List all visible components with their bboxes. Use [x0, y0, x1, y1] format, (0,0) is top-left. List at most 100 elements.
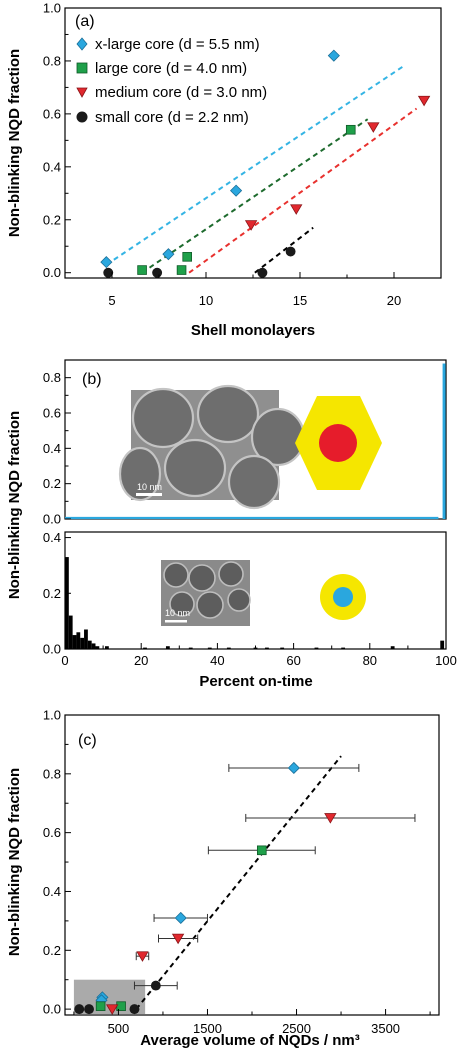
a-ytick-label: 1.0: [43, 1, 61, 16]
data-point: [244, 220, 258, 231]
data-point: [290, 204, 303, 215]
data-point: [74, 1004, 85, 1015]
b-top-ytick-label: 0.4: [43, 441, 61, 456]
histogram-bar: [165, 646, 170, 649]
b-xtick-label: 100: [435, 653, 457, 668]
panel-a-axes: 0.0 0.2 0.4 0.6 0.8 1.0 5 10 15 20: [43, 1, 442, 308]
data-point: [162, 248, 175, 261]
nqd-schematic-thin-shell: [320, 574, 366, 620]
panel-c-label: (c): [78, 732, 97, 749]
c-ytick-label: 0.0: [43, 1002, 61, 1017]
histogram-bar: [91, 643, 96, 649]
panel-a: 0.0 0.2 0.4 0.6 0.8 1.0 5 10 15 20 (a) x-large co…: [6, 1, 442, 339]
c-xtick-label: 2500: [282, 1021, 311, 1036]
legend-large-core: large core (d = 4.0 nm): [95, 60, 247, 77]
panel-a-legend: x-large core (d = 5.5 nm) large core (d …: [76, 36, 267, 126]
a-ytick-label: 0.8: [43, 53, 61, 68]
histogram-bar: [76, 632, 81, 649]
panel-a-ylabel: Non-blinking NQD fraction: [6, 49, 23, 237]
histogram-bar: [72, 635, 77, 649]
histogram-bar: [95, 646, 100, 649]
c-ytick-label: 0.4: [43, 884, 61, 899]
legend-square-marker: [76, 62, 88, 74]
b-bottom-ytick-label: 0.0: [43, 642, 61, 657]
data-point: [100, 256, 113, 269]
panel-b: 0.0 0.2 0.4 0.6 0.8 0.0 0.2 0.4 0 20 40 60 80 100 (b)…: [6, 359, 457, 690]
histogram-bar: [188, 647, 193, 649]
panel-c-ylabel: Non-blinking NQD fraction: [6, 768, 23, 956]
data-point: [257, 267, 268, 278]
data-point: [103, 267, 114, 278]
data-point: [256, 845, 267, 856]
legend-medium-core: medium core (d = 3.0 nm): [95, 84, 267, 101]
data-point: [324, 813, 337, 824]
histogram-bar: [68, 615, 73, 649]
histogram-bar: [390, 646, 395, 649]
histogram-bar: [423, 518, 438, 519]
a-ytick-label: 0.0: [43, 265, 61, 280]
panel-c-axes: 0.0 0.2 0.4 0.6 0.8 1.0 500 1500 2500 3500: [43, 708, 431, 1036]
histogram-bar: [143, 647, 147, 649]
tem-image-large-nqds: 10 nm: [118, 384, 306, 510]
data-point: [327, 49, 340, 62]
histogram-bar: [226, 647, 231, 649]
c-xtick-label: 1500: [193, 1021, 222, 1036]
c-xtick-label: 500: [108, 1021, 130, 1036]
legend-triangle-marker: [76, 87, 88, 98]
panel-b-label: (b): [82, 371, 102, 388]
data-point: [137, 265, 147, 275]
a-xtick-label: 10: [199, 293, 213, 308]
data-point: [84, 1004, 94, 1015]
legend-x-large-core: x-large core (d = 5.5 nm): [95, 36, 260, 53]
data-point: [129, 1004, 140, 1015]
histogram-bar: [280, 647, 285, 649]
a-xtick-label: 5: [108, 293, 115, 308]
tem-scale-bar-label-small: 10 nm: [165, 608, 190, 618]
a-ytick-label: 0.2: [43, 212, 61, 227]
a-ytick-label: 0.6: [43, 106, 61, 121]
data-point: [417, 95, 431, 107]
b-xtick-label: 80: [363, 653, 377, 668]
panel-c: 0.0 0.2 0.4 0.6 0.8 1.0 500 1500 2500 3500 (c) Av…: [6, 708, 440, 1049]
histogram-bar: [87, 640, 92, 649]
tem-image-small-nqds: 10 nm: [161, 560, 251, 626]
histogram-bar: [265, 647, 269, 649]
b-bottom-ytick-label: 0.4: [43, 530, 61, 545]
panel-b-bottom-frame: [64, 531, 447, 650]
panel-b-xlabel: Percent on-time: [199, 673, 312, 690]
c-ytick-label: 0.8: [43, 766, 61, 781]
panel-a-marks: [100, 49, 431, 278]
c-ytick-label: 1.0: [43, 708, 61, 723]
b-xtick-label: 40: [210, 653, 224, 668]
histogram-bar: [314, 647, 319, 649]
panel-b-axes: 0.0 0.2 0.4 0.6 0.8 0.0 0.2 0.4 0 20 40 60 80 100: [43, 370, 457, 668]
histogram-bar: [84, 629, 88, 649]
panel-c-xlabel: Average volume of NQDs / nm³: [140, 1032, 360, 1049]
b-bottom-ytick-label: 0.2: [43, 586, 61, 601]
fit-line: [188, 107, 418, 274]
data-point: [176, 265, 187, 275]
histogram-bar: [442, 363, 446, 519]
panel-b-marks: [65, 363, 446, 649]
data-point: [287, 761, 300, 775]
legend-small-core: small core (d = 2.2 nm): [95, 109, 249, 126]
panel-c-marks: [73, 755, 416, 1015]
panel-a-xlabel: Shell monolayers: [191, 322, 315, 339]
c-xtick-label: 3500: [371, 1021, 400, 1036]
data-point: [174, 911, 187, 925]
histogram-bar: [105, 646, 109, 649]
data-point: [171, 933, 185, 945]
b-top-ytick-label: 0.0: [43, 512, 61, 527]
data-point: [230, 184, 243, 197]
c-ytick-label: 0.2: [43, 943, 61, 958]
tem-scale-bar-label-large: 10 nm: [137, 482, 162, 492]
a-xtick-label: 15: [293, 293, 307, 308]
data-point: [345, 124, 356, 135]
histogram-bar: [80, 637, 85, 649]
fit-line: [141, 118, 369, 274]
data-point: [136, 951, 149, 962]
panel-b-ylabel: Non-blinking NQD fraction: [6, 411, 23, 599]
b-top-ytick-label: 0.8: [43, 370, 61, 385]
nqd-schematic-thick-shell: [295, 396, 382, 490]
